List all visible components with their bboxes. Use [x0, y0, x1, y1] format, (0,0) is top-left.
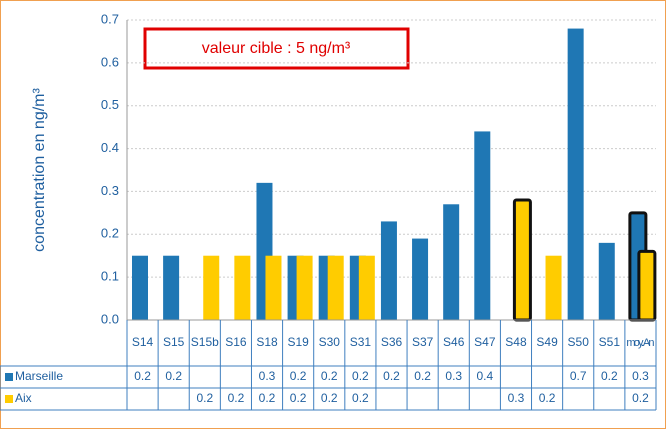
- bar: [327, 255, 344, 320]
- x-tick-label: S31: [350, 335, 372, 349]
- x-tick-label: S16: [225, 335, 247, 349]
- bar: [598, 242, 615, 320]
- table-value: 0.2: [196, 391, 213, 405]
- table-value: 0.2: [321, 369, 338, 383]
- table-value: 0.7: [570, 369, 587, 383]
- bar: [265, 255, 282, 320]
- table-value: 0.3: [259, 369, 276, 383]
- y-tick-label: 0.1: [101, 269, 119, 284]
- y-tick-label: 0.6: [101, 54, 119, 69]
- x-tick-label: S48: [505, 335, 527, 349]
- table-value: 0.2: [601, 369, 618, 383]
- legend-swatch: [5, 373, 13, 381]
- table-value: 0.2: [352, 369, 369, 383]
- table-value: 0.2: [259, 391, 276, 405]
- table-value: 0.4: [477, 369, 494, 383]
- x-tick-label: S19: [287, 335, 309, 349]
- y-tick-label: 0.7: [101, 11, 119, 26]
- bar: [296, 255, 313, 320]
- table-value: 0.2: [290, 369, 307, 383]
- bar: [203, 255, 220, 320]
- legend-label: Aix: [15, 391, 32, 405]
- x-tick-label: S37: [412, 335, 434, 349]
- x-tick-label: S18: [256, 335, 278, 349]
- table-value: 0.2: [290, 391, 307, 405]
- x-tick-label: S15b: [191, 335, 219, 349]
- table-value: 0.2: [383, 369, 400, 383]
- table-value: 0.2: [539, 391, 556, 405]
- bar: [567, 28, 584, 320]
- x-tick-label: S51: [599, 335, 621, 349]
- x-tick-label: S30: [319, 335, 341, 349]
- y-tick-label: 0.0: [101, 311, 119, 326]
- x-tick-label: moy. An: [626, 337, 654, 349]
- x-tick-label: S49: [536, 335, 558, 349]
- x-tick-label: S15: [163, 335, 185, 349]
- bar: [443, 204, 460, 320]
- bar: [545, 255, 562, 320]
- table-value: 0.2: [321, 391, 338, 405]
- x-tick-label: S47: [474, 335, 496, 349]
- table-value: 0.2: [352, 391, 369, 405]
- table-value: 0.3: [445, 369, 462, 383]
- y-tick-label: 0.3: [101, 183, 119, 198]
- bar: [512, 198, 532, 322]
- x-tick-label: S36: [381, 335, 403, 349]
- legend-label: Marseille: [15, 369, 63, 383]
- bar: [163, 255, 180, 320]
- x-tick-label: S46: [443, 335, 465, 349]
- table-value: 0.2: [632, 391, 649, 405]
- y-tick-label: 0.5: [101, 97, 119, 112]
- table-value: 0.2: [228, 391, 245, 405]
- bar: [380, 221, 397, 320]
- table-value: 0.3: [508, 391, 525, 405]
- table-value: 0.2: [165, 369, 182, 383]
- y-axis-label: concentration en ng/m³: [31, 88, 48, 252]
- y-tick-label: 0.2: [101, 226, 119, 241]
- legend-swatch: [5, 395, 13, 403]
- bar: [474, 131, 491, 320]
- x-tick-label: S14: [132, 335, 154, 349]
- bar: [358, 255, 375, 320]
- bar: [234, 255, 251, 320]
- x-tick-label: S50: [568, 335, 590, 349]
- bar: [132, 255, 148, 320]
- bar: [412, 238, 429, 320]
- table-value: 0.3: [632, 369, 649, 383]
- bar: [637, 249, 657, 322]
- annotation: valeur cible : 5 ng/m³: [202, 40, 351, 57]
- table-value: 0.2: [134, 369, 151, 383]
- annotation-box: [143, 27, 410, 70]
- y-tick-label: 0.4: [101, 140, 119, 155]
- table-value: 0.2: [414, 369, 431, 383]
